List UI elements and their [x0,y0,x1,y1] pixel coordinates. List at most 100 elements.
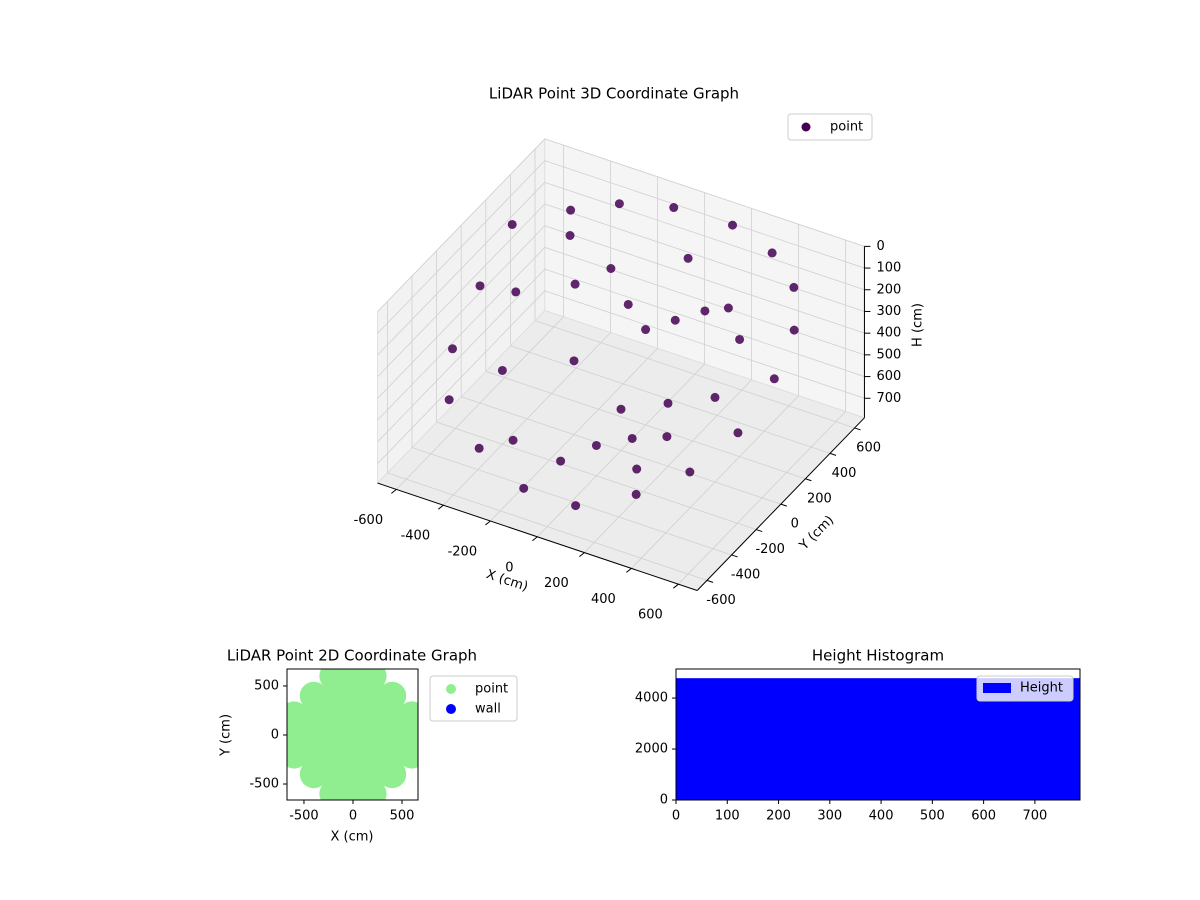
z-tick-label: 0 [876,239,884,254]
grid-line [377,247,546,421]
point [556,456,566,466]
y-tick-label: 0 [660,793,668,808]
x-axis [377,482,698,591]
x-tick-label: 200 [766,809,791,824]
point [358,701,387,730]
point [448,344,457,354]
y-axis-label: Y (cm) [219,714,234,757]
grid-line [436,421,757,530]
point [767,248,777,258]
y-tick-label: 400 [832,466,857,481]
y-tick-label: 4000 [635,691,668,706]
point [378,760,407,789]
x-axis-label: X (cm) [331,830,374,845]
tick-mark [485,520,491,526]
point [319,720,348,749]
point [565,231,575,240]
legend [976,675,1074,702]
point [338,681,367,710]
point [735,334,745,344]
tick-mark [673,583,679,589]
grid-line [544,138,865,247]
point [338,760,367,789]
x-tick-label: 100 [715,809,740,824]
z-axis-label: H (cm) [911,303,926,347]
grid-line [544,225,865,334]
grid-line [377,138,546,312]
y-tick-label: -400 [731,567,761,582]
point [475,281,485,291]
x-tick-label: 600 [638,608,663,623]
point [507,219,517,229]
bar [837,678,879,800]
y-tick-label: -600 [706,593,736,608]
point [378,681,407,710]
legend-marker [801,122,811,132]
x-tick-label: 600 [971,809,996,824]
x-tick-label: -200 [448,544,478,559]
point [769,374,779,384]
tick-mark [706,579,714,583]
x-tick-label: 500 [390,809,415,824]
tick-mark [756,529,763,533]
point [789,282,799,292]
x-tick-label: 400 [869,809,894,824]
point [685,467,695,477]
grid-line [544,160,865,269]
bar [716,678,758,800]
point [444,395,454,405]
grid-line [461,396,781,505]
point [616,404,626,414]
y-tick-label: 500 [254,678,279,693]
legend [787,113,873,141]
grid-line [377,268,546,443]
tick-mark [780,503,787,507]
grid-line [485,370,806,480]
point [338,701,367,730]
z-tick-label: 600 [876,369,901,384]
tick-mark [854,427,861,431]
point [723,303,733,313]
point [710,392,720,402]
point [627,433,637,443]
legend-label: point [475,682,508,697]
y-axis-label: Y (cm) [796,513,837,554]
legend-marker [446,704,456,714]
chart-title: LiDAR Point 3D Coordinate Graph [489,85,739,103]
tick-mark [579,552,585,557]
point [378,701,407,730]
grid-line [377,182,546,356]
x-tick-label: -400 [401,529,431,544]
grid-line [377,203,546,378]
point [623,299,633,309]
y-tick-label: 600 [856,440,881,455]
tick-mark [391,488,397,494]
y-tick-label: 0 [271,727,279,742]
grid-line [544,203,865,312]
z-tick-label: 200 [876,282,901,297]
x-tick-label: 0 [505,560,513,575]
point [641,325,651,335]
legend-marker [983,683,1011,693]
point [614,199,624,209]
point [378,720,407,749]
point [299,681,328,710]
grid-line [544,247,865,356]
grid-line [544,290,865,399]
point [571,501,581,511]
point [789,325,799,335]
y-tick-label: 0 [791,517,799,532]
tick-mark [805,478,812,482]
point [358,740,387,769]
grid-line [544,268,865,377]
point [319,760,348,789]
y-axis [696,417,865,591]
y-tick-label: 200 [807,491,832,506]
x-tick-label: 0 [672,809,680,824]
x-tick-label: 300 [817,809,842,824]
point [299,740,328,769]
grid-line [411,447,732,556]
point [670,315,680,325]
bar [756,678,798,800]
point [570,279,580,289]
